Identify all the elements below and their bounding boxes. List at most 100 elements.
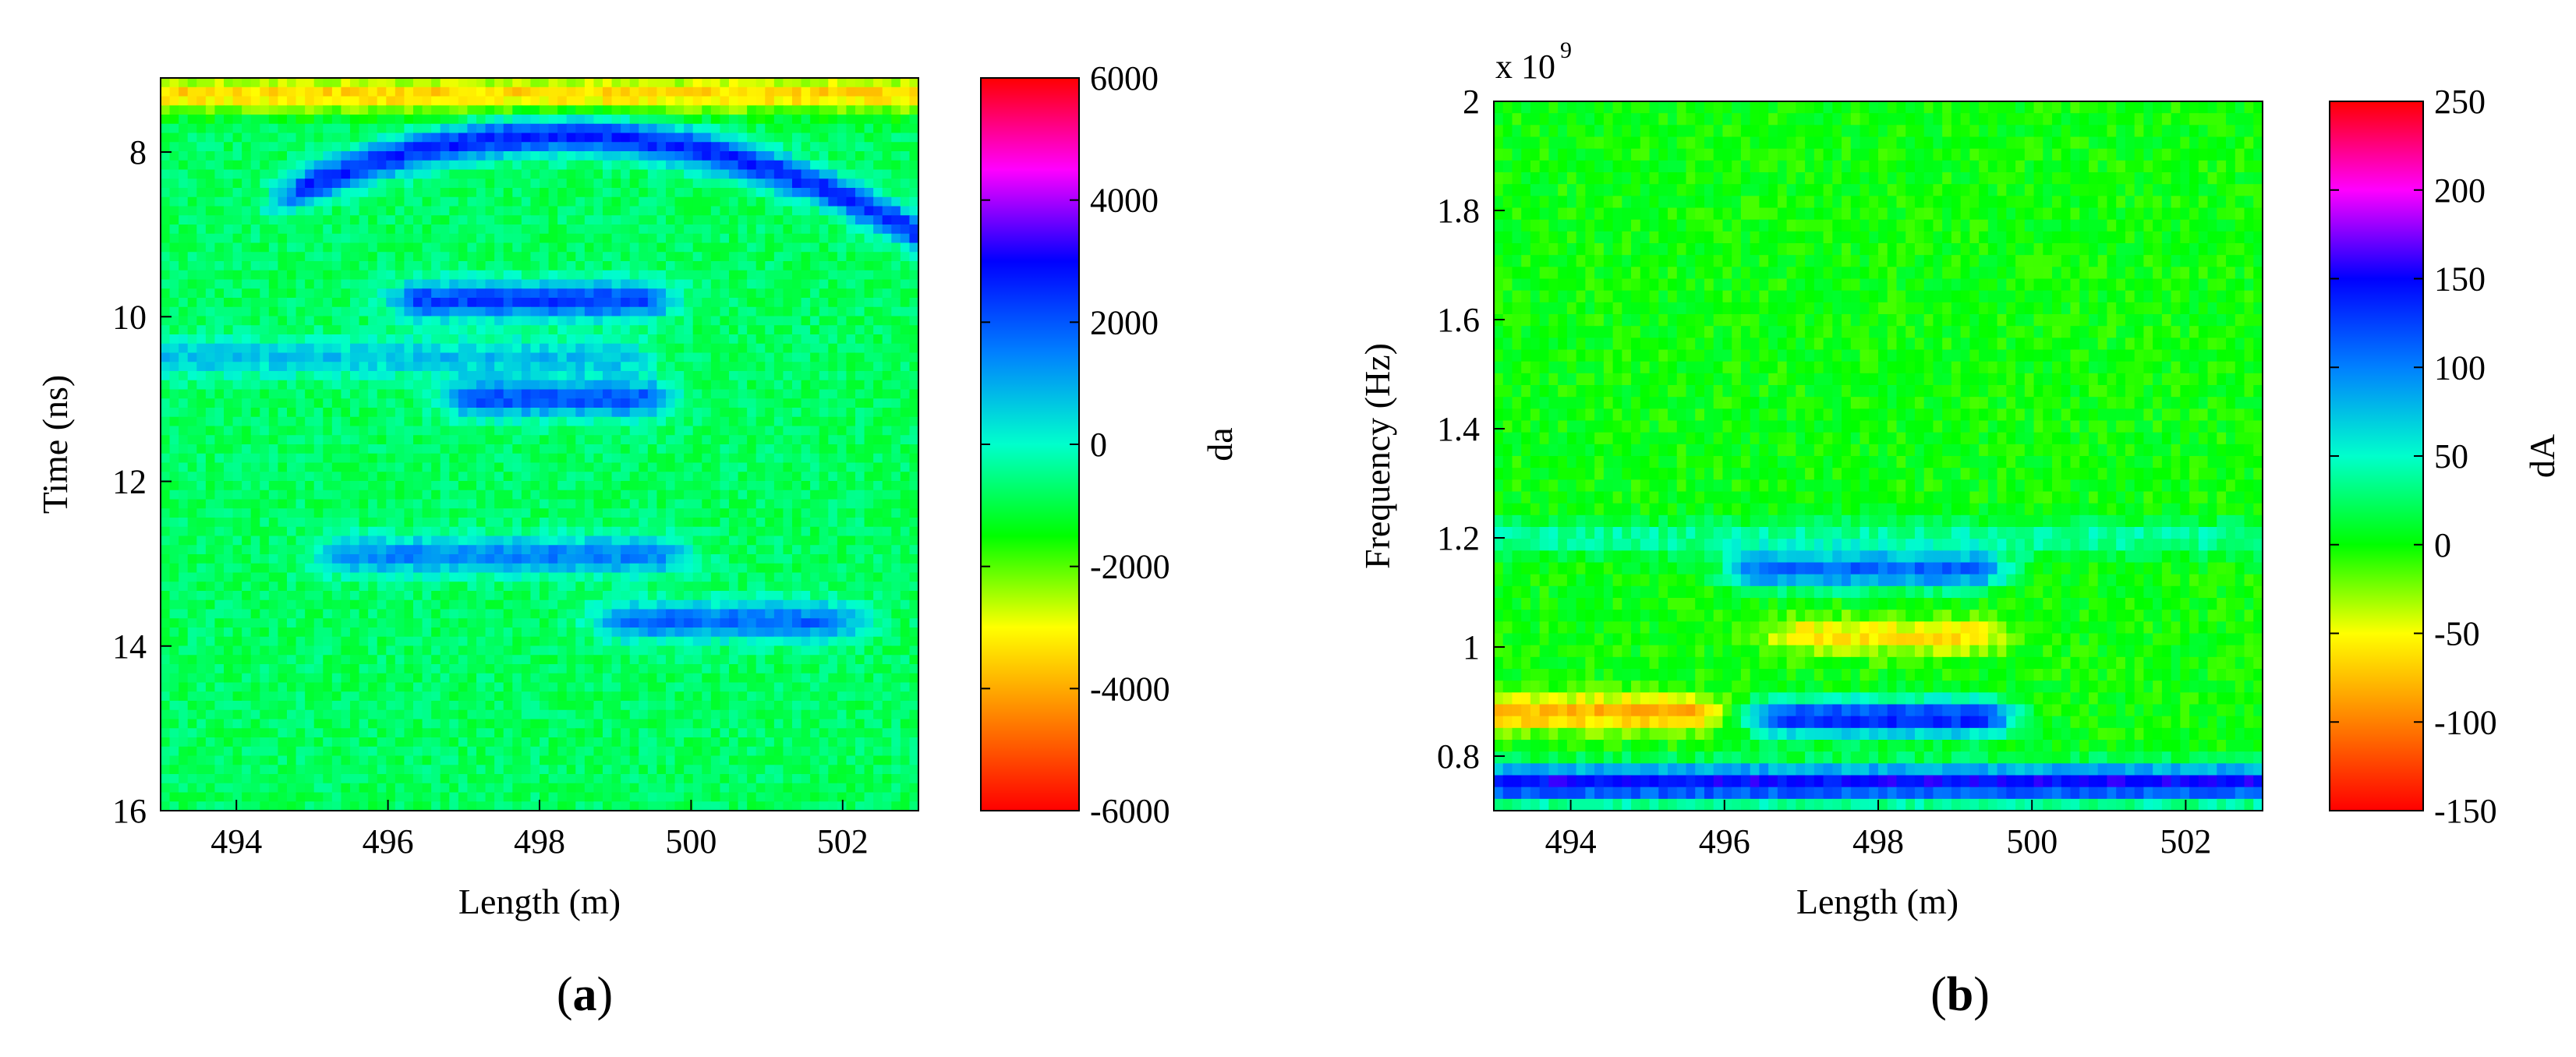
heat-cell xyxy=(232,453,242,464)
heat-cell xyxy=(494,591,504,601)
heat-cell xyxy=(647,123,658,134)
heat-cell xyxy=(738,554,748,564)
heat-cell xyxy=(476,599,487,610)
heat-cell xyxy=(819,462,829,472)
heat-cell xyxy=(458,545,469,555)
heat-cell xyxy=(873,490,883,500)
heat-cell xyxy=(909,609,919,619)
heat-cell xyxy=(647,591,658,601)
heat-cell xyxy=(305,490,315,500)
heat-cell xyxy=(792,545,802,555)
heat-cell xyxy=(684,462,694,472)
heat-cell xyxy=(755,288,766,299)
heat-cell xyxy=(377,609,387,619)
heat-cell xyxy=(205,215,216,225)
heat-cell xyxy=(729,206,739,216)
heat-cell xyxy=(765,518,775,528)
heat-cell xyxy=(422,362,432,372)
heat-cell xyxy=(710,179,721,189)
heat-cell xyxy=(278,96,288,106)
heat-cell xyxy=(278,343,288,354)
heat-cell xyxy=(755,169,766,179)
heat-cell xyxy=(512,536,522,546)
heat-cell xyxy=(864,481,874,491)
heat-cell xyxy=(305,270,315,281)
heat-cell xyxy=(900,325,911,335)
heat-cell xyxy=(413,96,423,106)
heat-cell xyxy=(395,554,405,564)
heat-cell xyxy=(828,151,838,161)
heat-cell xyxy=(242,389,252,399)
heat-cell xyxy=(656,462,667,472)
heat-cell xyxy=(855,472,865,482)
heat-cell xyxy=(557,526,568,537)
heat-cell xyxy=(810,545,820,555)
heat-cell xyxy=(169,151,179,161)
heat-cell xyxy=(611,78,621,88)
heat-cell xyxy=(747,416,757,427)
heat-cell xyxy=(196,96,207,106)
heat-cell xyxy=(205,609,216,619)
heat-cell xyxy=(557,169,568,179)
heat-cell xyxy=(702,362,712,372)
heat-cell xyxy=(242,142,252,152)
heat-cell xyxy=(773,298,784,308)
heat-cell xyxy=(196,242,207,253)
heat-cell xyxy=(629,298,639,308)
heat-cell xyxy=(639,444,649,454)
heat-cell xyxy=(738,609,748,619)
heat-cell xyxy=(196,435,207,445)
heat-cell xyxy=(268,279,279,289)
heat-cell xyxy=(386,618,396,628)
heat-cell xyxy=(819,444,829,454)
heat-cell xyxy=(773,133,784,143)
heat-cell xyxy=(674,472,685,482)
heat-cell xyxy=(503,316,513,326)
heat-cell xyxy=(232,582,242,592)
heat-cell xyxy=(242,435,252,445)
heat-cell xyxy=(647,444,658,454)
heat-cell xyxy=(413,563,423,574)
heat-cell xyxy=(214,151,225,161)
heat-cell xyxy=(512,499,522,509)
heat-cell xyxy=(621,96,631,106)
heat-cell xyxy=(603,270,613,281)
heat-cell xyxy=(639,233,649,244)
heat-cell xyxy=(214,160,225,171)
heat-cell xyxy=(674,288,685,299)
heat-cell xyxy=(187,526,197,537)
heat-cell xyxy=(268,298,279,308)
heat-cell xyxy=(341,142,351,152)
heat-cell xyxy=(305,499,315,509)
heat-cell xyxy=(738,196,748,207)
heat-cell xyxy=(503,215,513,225)
heat-cell xyxy=(603,609,613,619)
heat-cell xyxy=(566,270,576,281)
heat-cell xyxy=(476,96,487,106)
heat-cell xyxy=(512,426,522,436)
heat-cell xyxy=(783,115,793,125)
heat-cell xyxy=(891,563,901,574)
heat-cell xyxy=(557,453,568,464)
heat-cell xyxy=(710,453,721,464)
heat-cell xyxy=(242,416,252,427)
heat-cell xyxy=(837,224,847,235)
heat-cell xyxy=(720,224,730,235)
heat-cell xyxy=(169,142,179,152)
heat-cell xyxy=(738,306,748,317)
heat-cell xyxy=(494,416,504,427)
heat-cell xyxy=(287,96,297,106)
heat-cell xyxy=(440,169,450,179)
heat-cell xyxy=(485,334,495,345)
heat-cell xyxy=(232,78,242,88)
heat-cell xyxy=(422,599,432,610)
heat-cell xyxy=(413,499,423,509)
heat-cell xyxy=(413,196,423,207)
heat-cell xyxy=(557,426,568,436)
heat-cell xyxy=(810,472,820,482)
heat-cell xyxy=(611,416,621,427)
heat-cell xyxy=(747,481,757,491)
heat-cell xyxy=(629,362,639,372)
heat-cell xyxy=(828,142,838,152)
heat-cell xyxy=(548,609,558,619)
